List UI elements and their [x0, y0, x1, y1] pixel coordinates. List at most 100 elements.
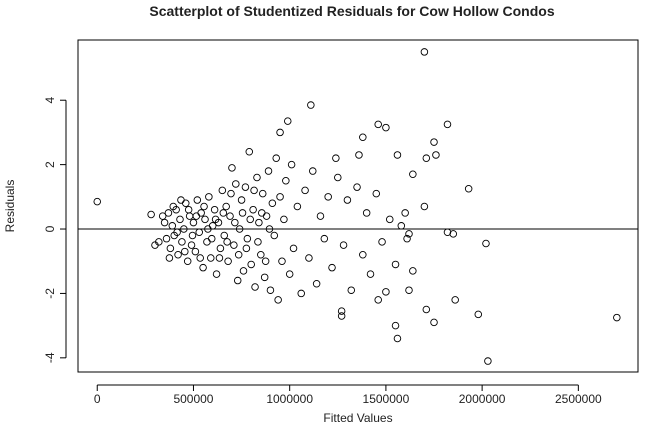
point	[219, 209, 228, 217]
point	[243, 234, 252, 243]
x-tick-label: 1000000	[266, 392, 313, 406]
point	[266, 286, 275, 294]
point	[320, 234, 329, 243]
point	[264, 167, 273, 175]
point	[177, 196, 185, 204]
x-axis-label: Fitted Values	[323, 411, 392, 425]
point	[278, 257, 286, 265]
point	[270, 231, 279, 240]
point	[359, 133, 367, 141]
point	[176, 215, 184, 224]
point	[305, 254, 313, 262]
point	[234, 251, 243, 259]
point	[386, 215, 394, 224]
point	[204, 225, 212, 233]
point	[178, 238, 186, 246]
x-tick-label: 2500000	[555, 392, 602, 406]
point	[193, 196, 202, 204]
point	[195, 228, 203, 236]
point	[451, 296, 459, 304]
point	[403, 234, 411, 243]
point	[260, 273, 269, 282]
point	[366, 270, 375, 278]
point	[443, 120, 452, 129]
x-tick-label: 1500000	[363, 392, 410, 406]
point	[231, 218, 239, 227]
point	[482, 239, 490, 248]
point	[196, 254, 204, 262]
point	[242, 244, 251, 253]
point	[199, 263, 207, 272]
point	[191, 247, 200, 256]
point	[301, 186, 309, 195]
point	[147, 210, 155, 219]
point	[328, 263, 336, 272]
point	[200, 202, 208, 211]
point	[228, 164, 236, 172]
point	[393, 151, 402, 159]
point	[212, 270, 221, 278]
point	[211, 215, 220, 224]
point	[247, 260, 255, 269]
point	[334, 173, 342, 182]
point	[405, 286, 413, 294]
point	[409, 170, 417, 179]
point	[309, 167, 317, 175]
point	[258, 209, 266, 217]
point	[276, 193, 284, 201]
point	[224, 257, 232, 265]
point	[166, 244, 175, 253]
point	[249, 205, 257, 214]
point	[347, 286, 356, 294]
point	[160, 218, 169, 227]
point	[276, 128, 284, 137]
point	[422, 305, 431, 314]
point	[220, 231, 229, 240]
point	[393, 334, 402, 343]
y-tick-label: 2	[43, 161, 57, 168]
point	[324, 193, 332, 201]
point	[261, 257, 270, 265]
point	[241, 183, 250, 191]
point	[262, 212, 271, 220]
point	[382, 123, 390, 132]
point	[405, 230, 413, 238]
point	[155, 238, 163, 246]
point	[93, 197, 101, 206]
point	[430, 318, 438, 327]
point	[192, 212, 201, 220]
point	[218, 186, 227, 195]
point	[223, 238, 231, 246]
point	[420, 202, 429, 211]
point	[337, 307, 346, 315]
y-tick-label: -2	[43, 288, 57, 299]
point	[253, 173, 261, 182]
point	[430, 138, 438, 146]
point	[307, 101, 315, 109]
point	[205, 193, 213, 201]
point	[359, 251, 367, 259]
point	[158, 212, 167, 220]
y-tick-label: -4	[43, 352, 57, 363]
point	[230, 241, 238, 249]
x-tick-label: 0	[94, 392, 101, 406]
point	[181, 247, 189, 256]
point	[255, 218, 263, 227]
point	[173, 228, 181, 236]
point	[184, 205, 193, 214]
point	[182, 199, 190, 208]
point	[343, 196, 352, 204]
x-tick-label: 2000000	[459, 392, 506, 406]
point	[180, 225, 188, 233]
point	[235, 225, 244, 233]
point	[280, 215, 288, 224]
point	[189, 218, 198, 227]
point	[449, 230, 458, 238]
point	[265, 225, 274, 233]
point	[378, 238, 386, 246]
point	[165, 254, 174, 262]
point	[484, 357, 492, 365]
point	[464, 185, 473, 193]
point	[187, 241, 196, 249]
point	[203, 238, 211, 246]
